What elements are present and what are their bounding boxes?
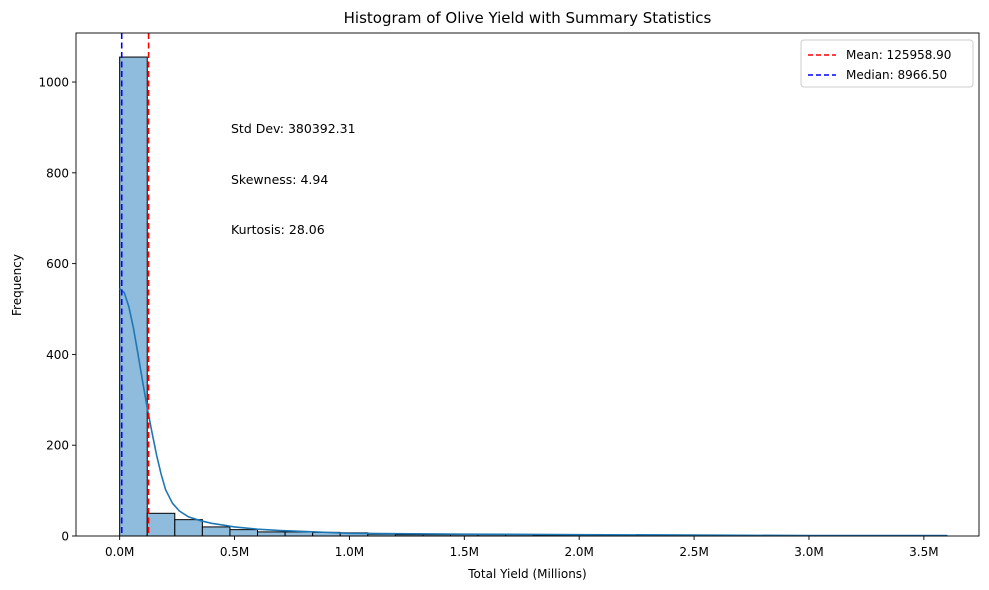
- x-tick-label: 2.0M: [564, 545, 593, 559]
- skewness-annotation: Skewness: 4.94: [231, 172, 328, 187]
- histogram-bar: [257, 531, 286, 537]
- histogram-bar: [201, 526, 231, 537]
- histogram-bar: [146, 512, 176, 537]
- y-axis-label: Frequency: [10, 254, 24, 316]
- y-tick-label: 1000: [38, 76, 69, 90]
- y-tick-label: 0: [61, 530, 69, 544]
- chart-title: Histogram of Olive Yield with Summary St…: [344, 9, 712, 27]
- y-tick-label: 400: [46, 348, 69, 362]
- statistics-annotations: Std Dev: 380392.31 Skewness: 4.94 Kurtos…: [231, 121, 356, 237]
- x-axis-ticks: 0.0M 0.5M 1.0M 1.5M 2.0M 2.5M 3.0M 3.5M: [105, 536, 939, 559]
- legend: Mean: 125958.90 Median: 8966.50: [800, 39, 974, 88]
- x-tick-label: 2.5M: [679, 545, 708, 559]
- kurtosis-annotation: Kurtosis: 28.06: [231, 222, 325, 237]
- histogram-bar: [284, 531, 314, 537]
- x-tick-label: 1.0M: [335, 545, 364, 559]
- x-axis-label: Total Yield (Millions): [467, 567, 586, 581]
- histogram-bar: [119, 56, 148, 537]
- x-tick-label: 3.0M: [794, 545, 823, 559]
- legend-median-label: Median: 8966.50: [846, 68, 947, 82]
- std-dev-annotation: Std Dev: 380392.31: [231, 121, 356, 136]
- reference-lines: [120, 33, 150, 536]
- legend-mean-label: Mean: 125958.90: [846, 48, 951, 62]
- plot-frame: [75, 32, 980, 537]
- histogram-bar: [229, 529, 259, 537]
- legend-box: [800, 39, 974, 88]
- y-tick-label: 800: [46, 166, 69, 180]
- x-tick-label: 1.5M: [450, 545, 479, 559]
- kde-curve: [119, 287, 947, 537]
- histogram-bar: [174, 519, 203, 537]
- y-axis-ticks: 0 200 400 600 800 1000: [38, 76, 76, 544]
- y-tick-label: 200: [46, 439, 69, 453]
- x-tick-label: 0.5M: [220, 545, 249, 559]
- histogram-bars: [119, 56, 948, 537]
- y-tick-label: 600: [46, 257, 69, 271]
- x-tick-label: 0.0M: [105, 545, 134, 559]
- x-tick-label: 3.5M: [909, 545, 938, 559]
